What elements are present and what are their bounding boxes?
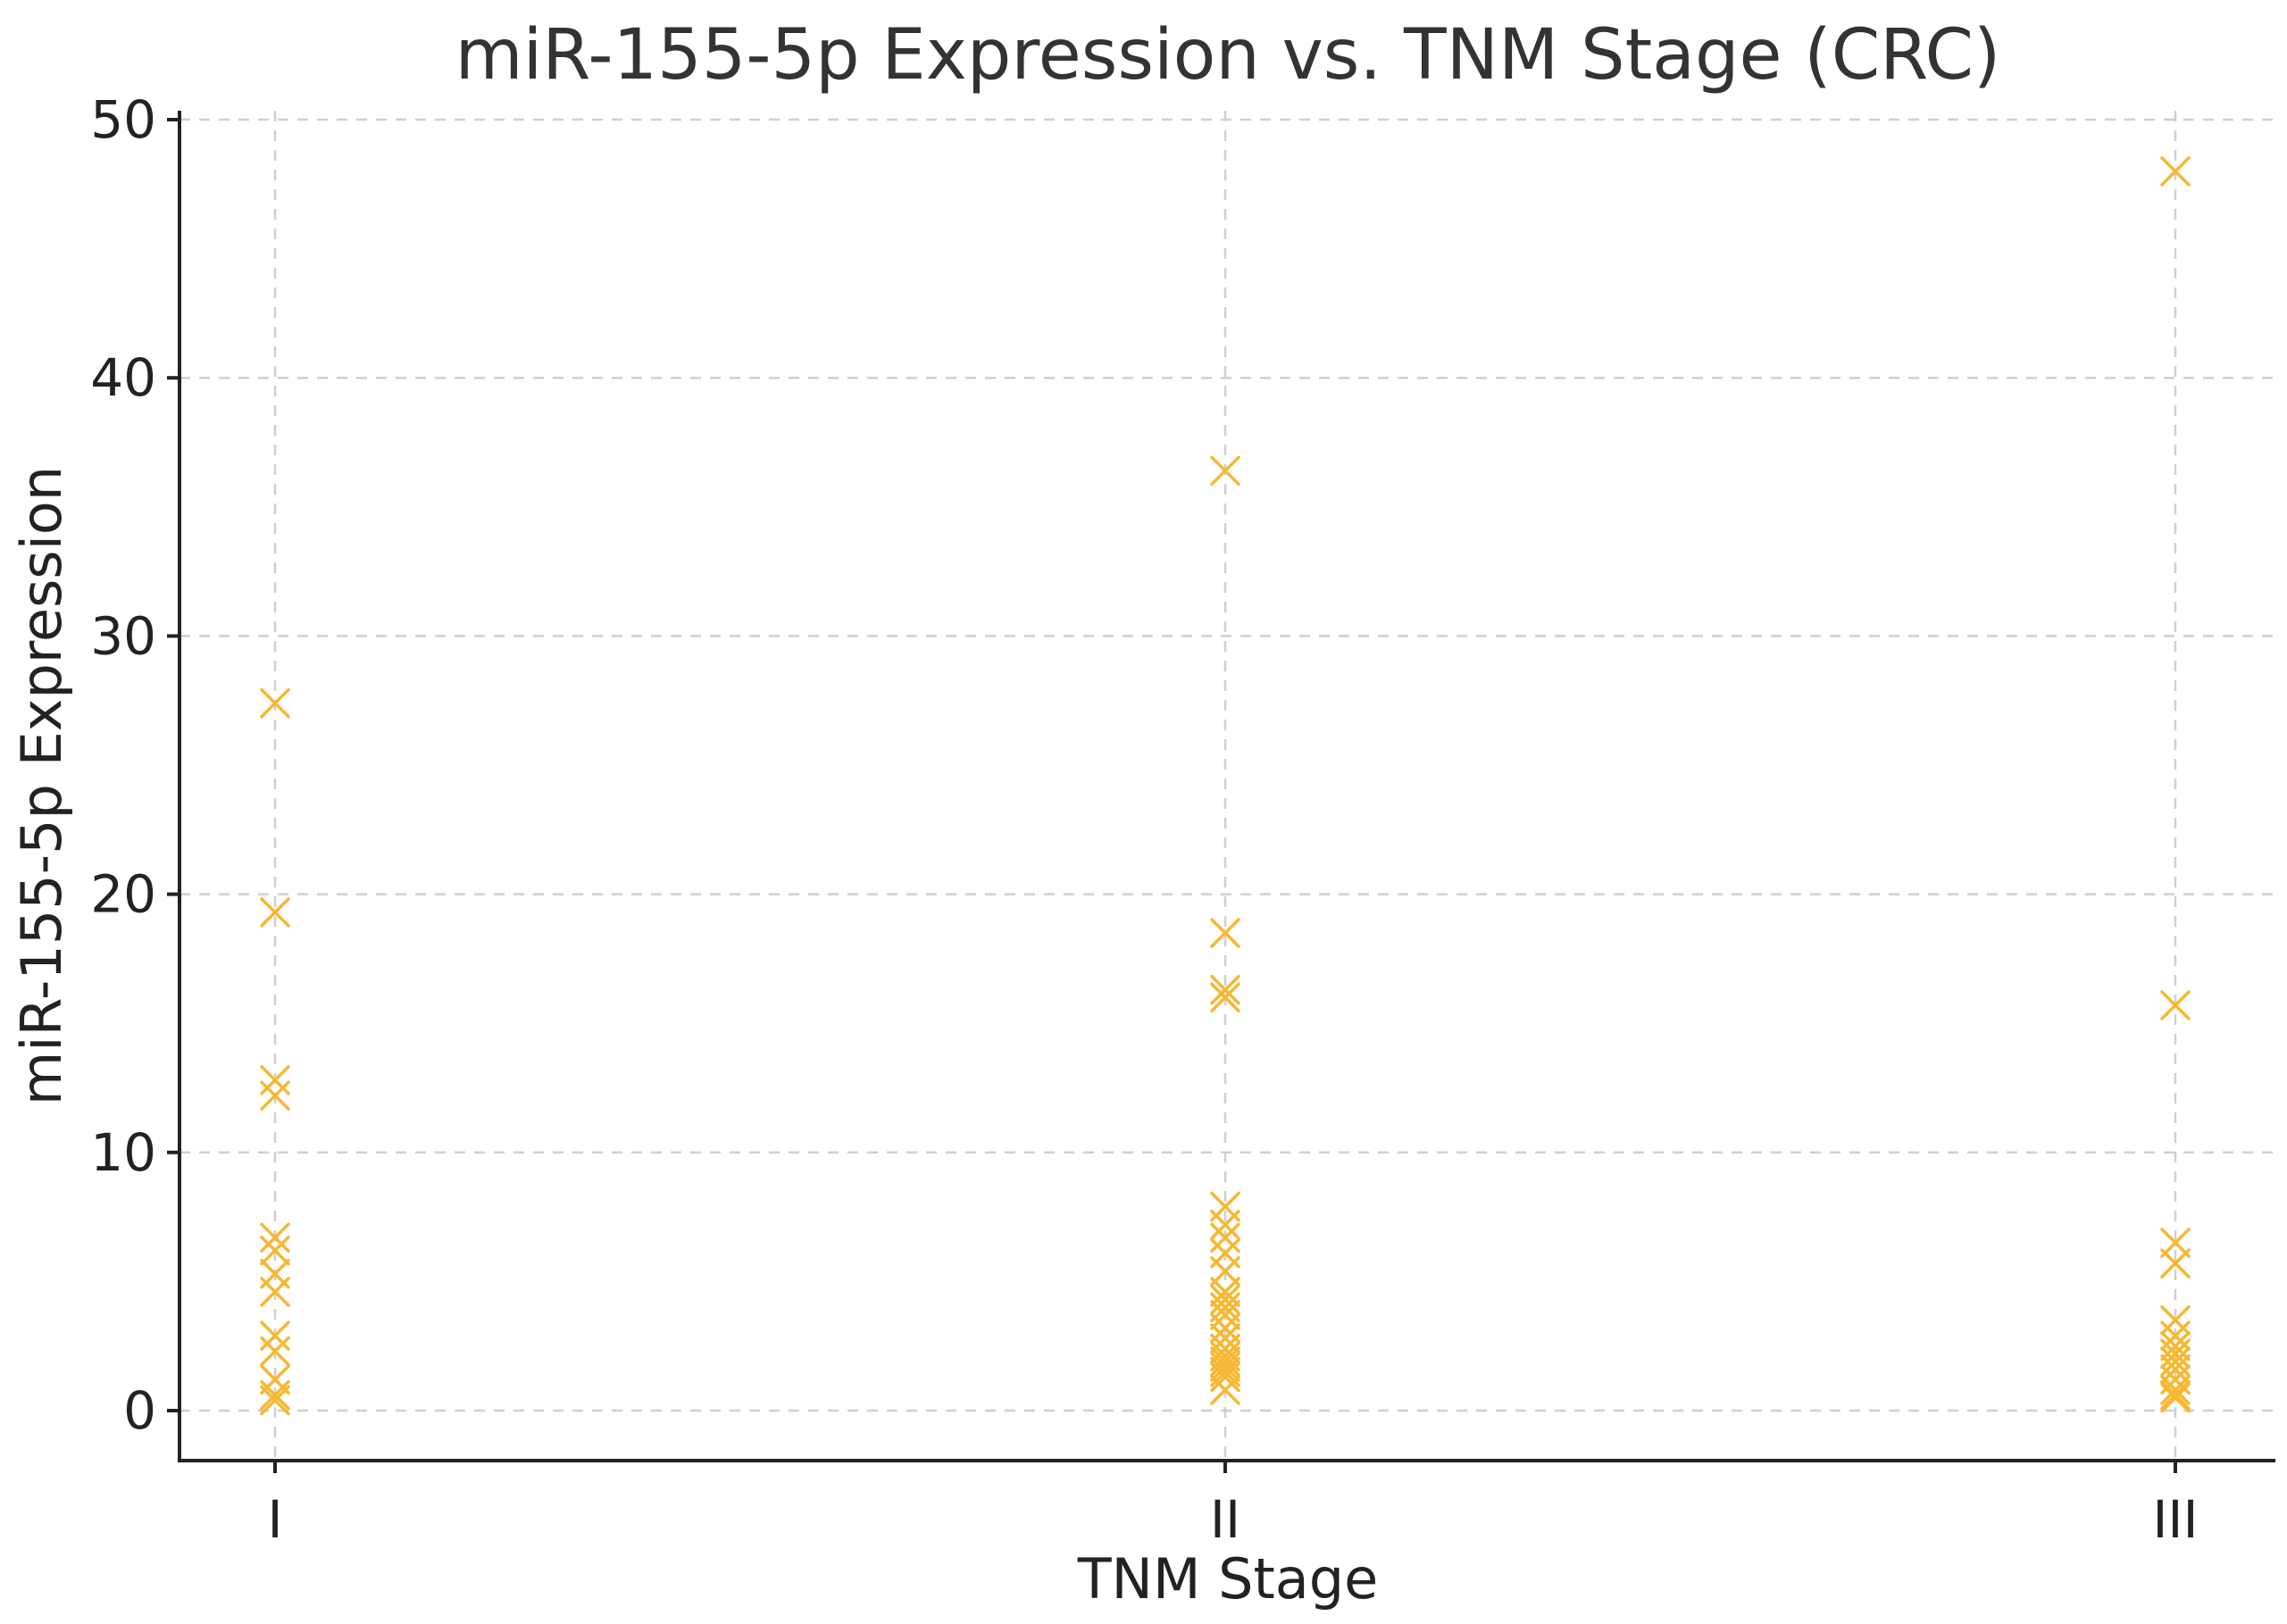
data-point-III-7 [2160, 1338, 2191, 1370]
data-point-I-4 [260, 1222, 290, 1253]
data-point-I-11 [260, 1379, 290, 1411]
y-tick-label-4: 40 [90, 347, 156, 408]
data-point-III-12 [2160, 1379, 2191, 1411]
data-point-III-1 [2160, 990, 2191, 1020]
data-point-I-5 [260, 1235, 290, 1266]
data-point-II-2 [1210, 974, 1240, 1005]
data-point-I-8 [260, 1320, 290, 1351]
chart-title: miR-155-5p Expression vs. TNM Stage (CRC… [455, 15, 2001, 96]
x-tick-label-1: II [1210, 1489, 1240, 1550]
y-tick-label-0: 0 [123, 1380, 156, 1441]
data-point-II-18 [1210, 1352, 1240, 1382]
data-markers [260, 156, 2191, 1416]
data-point-II-6 [1210, 1222, 1240, 1253]
data-point-III-0 [2160, 156, 2191, 187]
data-point-II-9 [1210, 1277, 1240, 1307]
data-point-II-12 [1210, 1300, 1240, 1330]
x-axis-label: TNM Stage [1077, 1546, 1379, 1612]
data-point-I-1 [260, 897, 290, 928]
grid [179, 111, 2275, 1461]
y-axis-ticks: 0 10 20 30 40 50 [90, 89, 179, 1441]
data-point-I-12 [260, 1385, 290, 1416]
data-point-I-9 [260, 1336, 290, 1367]
data-point-I-7 [260, 1277, 290, 1307]
data-point-II-16 [1210, 1341, 1240, 1372]
data-point-III-4 [2160, 1305, 2191, 1336]
data-point-II-3 [1210, 982, 1240, 1013]
data-point-II-5 [1210, 1210, 1240, 1240]
y-tick-label-2: 20 [90, 864, 156, 925]
data-point-II-17 [1210, 1346, 1240, 1377]
data-point-II-1 [1210, 918, 1240, 948]
data-point-II-10 [1210, 1284, 1240, 1315]
data-point-III-2 [2160, 1228, 2191, 1258]
data-point-III-9 [2160, 1353, 2191, 1385]
y-tick-label-5: 50 [90, 89, 156, 150]
data-point-III-11 [2160, 1375, 2191, 1405]
x-tick-label-0: I [267, 1489, 282, 1550]
data-point-II-11 [1210, 1292, 1240, 1323]
y-axis-label: miR-155-5p Expression [9, 466, 74, 1105]
data-point-II-20 [1210, 1362, 1240, 1393]
data-point-I-0 [260, 687, 290, 719]
data-point-II-8 [1210, 1256, 1240, 1287]
data-point-II-13 [1210, 1312, 1240, 1344]
x-axis-ticks: I II III [267, 1461, 2199, 1550]
data-point-I-3 [260, 1080, 290, 1111]
data-point-III-13 [2160, 1382, 2191, 1413]
data-point-I-2 [260, 1065, 290, 1095]
data-point-II-21 [1210, 1375, 1240, 1405]
data-point-III-6 [2160, 1330, 2191, 1362]
x-tick-label-2: III [2152, 1489, 2198, 1550]
data-point-I-10 [260, 1364, 290, 1395]
data-point-II-0 [1210, 455, 1240, 487]
y-tick-label-3: 30 [90, 605, 156, 666]
data-point-III-3 [2160, 1248, 2191, 1278]
y-tick-label-1: 10 [90, 1122, 156, 1183]
